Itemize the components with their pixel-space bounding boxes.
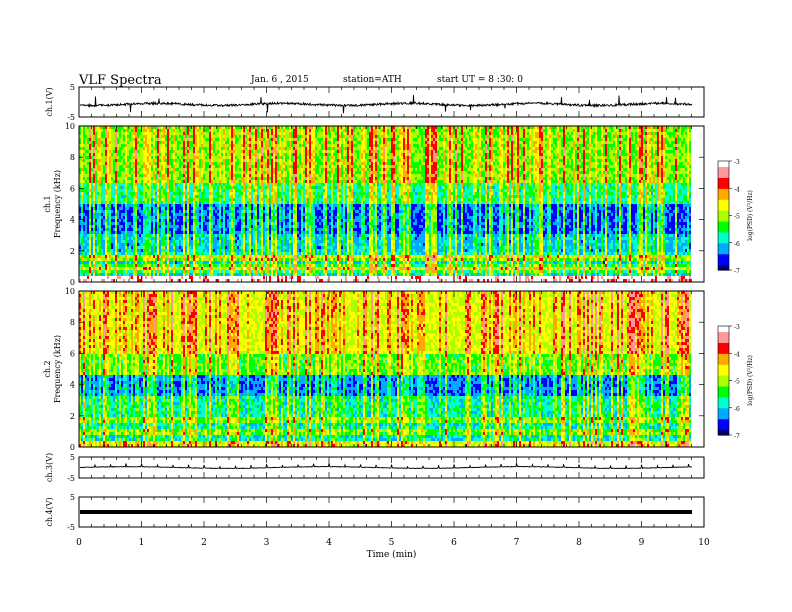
y-tick-label: 6 bbox=[70, 349, 75, 358]
y-tick-label: 0 bbox=[70, 443, 75, 452]
x-tick-label: 5 bbox=[389, 538, 395, 548]
y-tick-label: -5 bbox=[67, 113, 75, 122]
colorbar-tick-label: -7 bbox=[734, 268, 740, 275]
x-tick-label: 7 bbox=[514, 538, 520, 548]
ch2-spectrogram-image bbox=[79, 291, 704, 447]
spectrogram-blank-tail bbox=[692, 291, 704, 447]
y-axis-label: ch.1(V) bbox=[45, 87, 54, 116]
colorbar-tick-label: -3 bbox=[734, 324, 740, 331]
x-tick-label: 10 bbox=[698, 538, 710, 548]
y-axis-label: ch.4(V) bbox=[45, 497, 54, 526]
x-tick-label: 8 bbox=[576, 538, 582, 548]
ch1-trace bbox=[80, 95, 692, 113]
y-axis-label: Frequency (kHz) bbox=[53, 170, 62, 238]
y-tick-label: 0 bbox=[70, 278, 75, 287]
y-tick-label: 10 bbox=[65, 287, 75, 296]
y-tick-label: 4 bbox=[70, 381, 75, 390]
x-tick-label: 4 bbox=[326, 538, 332, 548]
colorbar-tick-label: -6 bbox=[734, 241, 740, 248]
colorbar-tick-label: -3 bbox=[734, 159, 740, 166]
y-tick-label: 2 bbox=[70, 247, 75, 256]
x-tick-label: 3 bbox=[264, 538, 270, 548]
y-tick-label: 2 bbox=[70, 412, 75, 421]
colorbar-tick-label: -7 bbox=[734, 433, 740, 440]
x-tick-label: 6 bbox=[451, 538, 457, 548]
y-tick-label: 6 bbox=[70, 184, 75, 193]
colorbar-label: log(PSD) (V²/Hz) bbox=[747, 190, 754, 241]
y-tick-label: 5 bbox=[70, 83, 75, 92]
x-tick-label: 2 bbox=[201, 538, 207, 548]
ch3-trace bbox=[80, 463, 692, 468]
colorbar-tick-label: -6 bbox=[734, 406, 740, 413]
y-tick-label: 5 bbox=[70, 453, 75, 462]
y-tick-label: -5 bbox=[67, 474, 75, 483]
x-tick-label: 0 bbox=[76, 538, 82, 548]
spectrogram-blank-tail bbox=[692, 126, 704, 282]
y-tick-label: 10 bbox=[65, 122, 75, 131]
y-axis-label: ch.1 bbox=[43, 195, 52, 212]
colorbar: -3 -4 -5 -6 -7 log(PSD) (V²/Hz) bbox=[718, 324, 754, 440]
colorbar-tick-label: -5 bbox=[734, 214, 740, 221]
y-axis-label: ch.3(V) bbox=[45, 453, 54, 482]
x-tick-label: 1 bbox=[139, 538, 145, 548]
ch1-spectrogram-image bbox=[79, 126, 704, 282]
y-axis-label: ch.2 bbox=[43, 360, 52, 377]
y-tick-label: 8 bbox=[70, 153, 75, 162]
y-tick-label: 4 bbox=[70, 216, 75, 225]
colorbar: -3 -4 -5 -6 -7 log(PSD) (V²/Hz) bbox=[718, 159, 754, 275]
x-axis-label: Time (min) bbox=[367, 549, 417, 560]
y-tick-label: 8 bbox=[70, 318, 75, 327]
vlf-figure: 5-5ch.1(V)0246810ch.1 Frequency (kHz)-3-4… bbox=[0, 0, 792, 612]
y-tick-label: 5 bbox=[70, 493, 75, 502]
colorbar-tick-label: -4 bbox=[734, 351, 740, 358]
colorbar-swatch bbox=[718, 161, 729, 163]
x-tick-label: 9 bbox=[639, 538, 645, 548]
y-tick-label: -5 bbox=[67, 523, 75, 532]
colorbar-label: log(PSD) (V²/Hz) bbox=[747, 355, 754, 406]
colorbar-swatch bbox=[718, 326, 729, 328]
colorbar-tick-label: -5 bbox=[734, 379, 740, 386]
colorbar-tick-label: -4 bbox=[734, 186, 740, 193]
y-axis-label: Frequency (kHz) bbox=[53, 335, 62, 403]
